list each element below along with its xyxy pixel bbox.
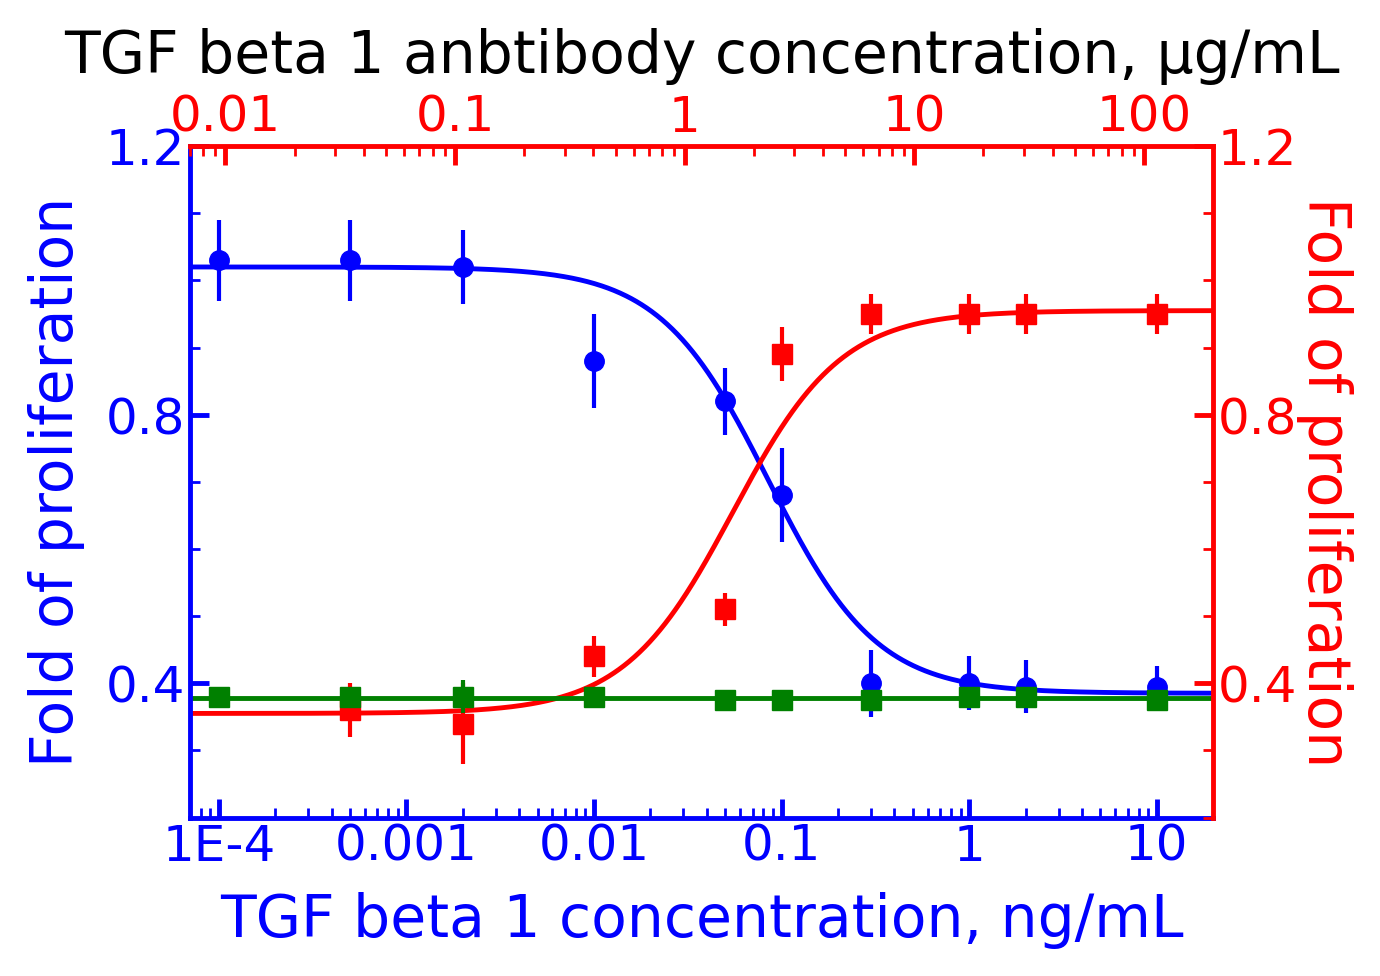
- Y-axis label: Fold of proliferation: Fold of proliferation: [28, 197, 84, 767]
- Y-axis label: Fold of proliferation: Fold of proliferation: [1296, 197, 1352, 767]
- X-axis label: TGF beta 1 concentration, ng/mL: TGF beta 1 concentration, ng/mL: [219, 891, 1183, 949]
- X-axis label: TGF beta 1 anbtibody concentration, μg/mL: TGF beta 1 anbtibody concentration, μg/m…: [63, 27, 1339, 85]
